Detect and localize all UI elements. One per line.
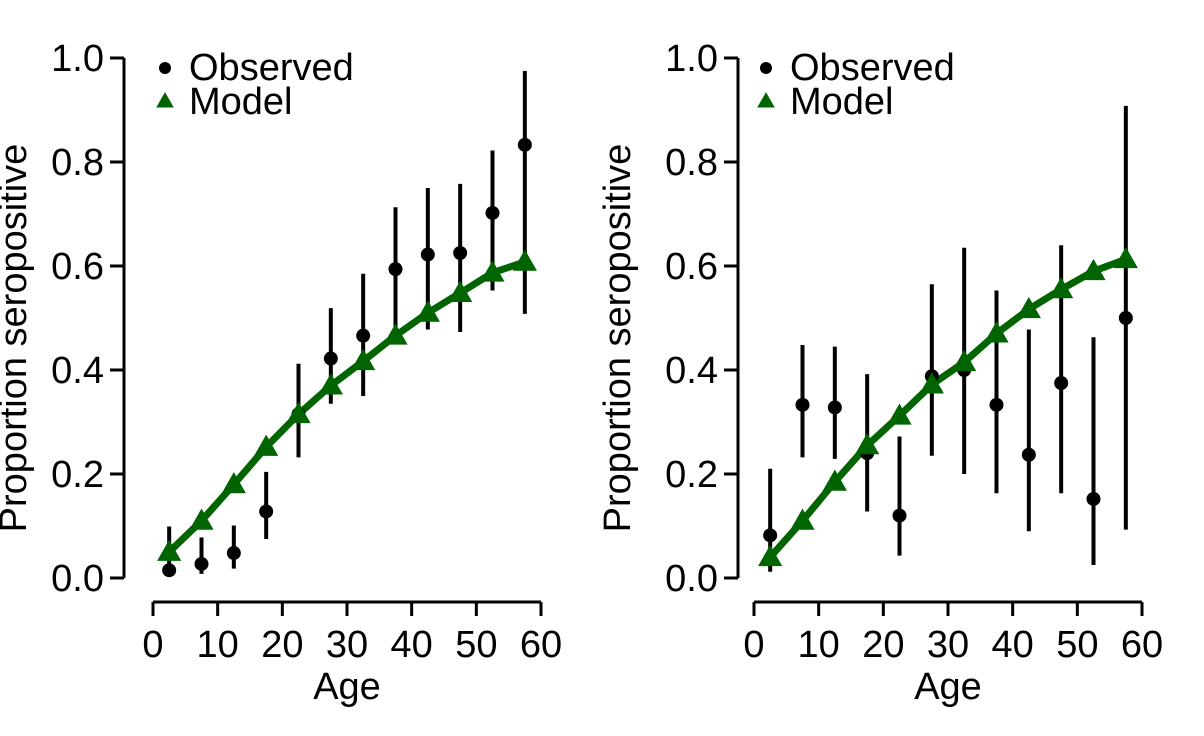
observed-point bbox=[356, 328, 371, 343]
model-point bbox=[189, 508, 214, 530]
model-point bbox=[157, 539, 182, 561]
x-tick-label: 60 bbox=[1121, 624, 1163, 666]
model-point bbox=[855, 433, 880, 455]
observed-point bbox=[1054, 376, 1069, 390]
x-tick-label: 20 bbox=[261, 624, 303, 666]
x-tick-label: 0 bbox=[743, 624, 764, 666]
legend-observed-marker bbox=[760, 62, 772, 74]
x-tick-label: 10 bbox=[798, 624, 840, 666]
model-point bbox=[790, 508, 815, 530]
x-tick-label: 40 bbox=[992, 624, 1034, 666]
observed-point bbox=[388, 262, 403, 277]
x-tick-label: 60 bbox=[520, 624, 562, 666]
model-point bbox=[984, 321, 1009, 343]
y-tick-label: 0.0 bbox=[51, 558, 104, 600]
observed-point bbox=[194, 556, 209, 571]
legend-observed-marker bbox=[159, 62, 171, 74]
y-tick-label: 1.0 bbox=[665, 38, 718, 80]
model-point bbox=[512, 249, 537, 271]
observed-point bbox=[517, 137, 532, 152]
model-point bbox=[383, 323, 408, 345]
model-line bbox=[166, 258, 526, 555]
y-tick-label: 0.4 bbox=[51, 350, 104, 392]
model-point bbox=[286, 401, 311, 424]
model-point bbox=[254, 434, 279, 456]
legend-model-label: Model bbox=[189, 81, 293, 123]
y-axis-title: Proportion seropositive bbox=[0, 144, 35, 533]
x-tick-label: 30 bbox=[927, 624, 969, 666]
model-point bbox=[822, 469, 847, 491]
y-axis-title: Proportion seropositive bbox=[597, 144, 639, 533]
model-point bbox=[415, 300, 440, 322]
legend-observed-label: Observed bbox=[790, 47, 955, 89]
observed-point bbox=[1021, 447, 1036, 462]
model-line bbox=[767, 255, 1128, 560]
x-tick-label: 20 bbox=[862, 624, 904, 666]
x-axis-title: Age bbox=[313, 666, 381, 708]
model-point bbox=[480, 260, 505, 282]
x-tick-label: 10 bbox=[197, 624, 239, 666]
model-point bbox=[448, 280, 473, 302]
observed-point bbox=[485, 205, 500, 220]
observed-point bbox=[763, 528, 778, 543]
x-tick-label: 40 bbox=[391, 624, 433, 666]
model-point bbox=[1081, 258, 1106, 281]
observed-point bbox=[827, 400, 842, 415]
legend-observed-label: Observed bbox=[189, 47, 354, 89]
y-tick-label: 0.0 bbox=[665, 558, 718, 600]
observed-point bbox=[1118, 311, 1133, 325]
observed-point bbox=[892, 508, 907, 523]
y-tick-label: 0.2 bbox=[665, 454, 718, 496]
legend-model-marker bbox=[757, 92, 775, 108]
observed-point bbox=[453, 246, 468, 260]
y-tick-label: 0.4 bbox=[665, 350, 718, 392]
model-point bbox=[758, 544, 783, 567]
model-point bbox=[221, 472, 246, 494]
model-point bbox=[919, 372, 944, 394]
model-point bbox=[351, 348, 376, 371]
observed-point bbox=[420, 247, 435, 262]
y-tick-label: 0.6 bbox=[51, 246, 104, 288]
y-tick-label: 0.2 bbox=[51, 454, 104, 496]
observed-point bbox=[989, 397, 1004, 412]
observed-point bbox=[1086, 491, 1101, 506]
y-tick-label: 0.8 bbox=[51, 142, 104, 184]
x-axis-title: Age bbox=[914, 666, 982, 708]
model-point bbox=[887, 403, 912, 425]
model-point bbox=[952, 349, 977, 372]
observed-point bbox=[323, 351, 338, 366]
legend-model-label: Model bbox=[790, 81, 894, 123]
y-tick-label: 0.8 bbox=[665, 142, 718, 184]
observed-point bbox=[259, 504, 274, 519]
chart-panel-1: 0.0 0.2 0.4 0.6 0.8 1.0 0 10 20 30 40 50 60 Age Propor… bbox=[0, 38, 562, 708]
y-tick-label: 0.6 bbox=[665, 246, 718, 288]
x-tick-label: 50 bbox=[455, 624, 497, 666]
legend-model-marker bbox=[156, 92, 174, 108]
model-point bbox=[318, 373, 343, 395]
y-tick-label: 1.0 bbox=[51, 38, 104, 80]
model-point bbox=[1049, 277, 1074, 299]
observed-point bbox=[226, 546, 241, 561]
x-tick-label: 50 bbox=[1056, 624, 1098, 666]
observed-point bbox=[162, 563, 177, 578]
model-point bbox=[1016, 296, 1041, 319]
chart-panel-2: 0.0 0.2 0.4 0.6 0.8 1.0 0 10 20 30 40 50 60 Age Propor… bbox=[597, 38, 1163, 708]
x-tick-label: 0 bbox=[142, 624, 163, 666]
model-point bbox=[1113, 246, 1138, 269]
x-tick-label: 30 bbox=[326, 624, 368, 666]
observed-point bbox=[795, 397, 810, 412]
